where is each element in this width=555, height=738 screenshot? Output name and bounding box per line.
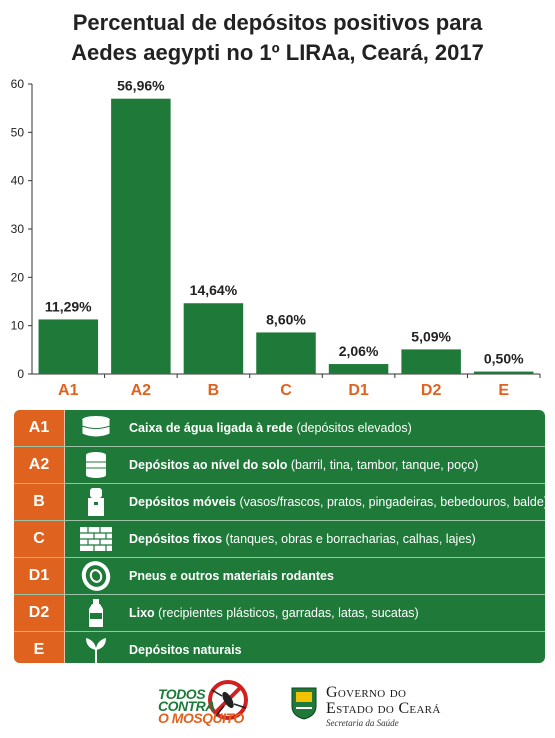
brick-wall-icon xyxy=(65,521,127,557)
legend-code: E xyxy=(14,632,65,663)
data-label: 2,06% xyxy=(339,343,379,359)
legend-code: B xyxy=(14,484,65,520)
barrel-icon xyxy=(65,447,127,483)
mosquito-icon xyxy=(208,680,248,720)
legend-text: Depósitos naturais xyxy=(127,643,242,658)
campaign-text: TODOS CONTRA O MOSQUITO xyxy=(158,686,244,726)
legend-table: A1 Caixa de água ligada à rede (depósitos… xyxy=(14,410,545,663)
legend-bold-text: Depósitos ao nível do solo xyxy=(129,457,288,472)
bar xyxy=(111,98,171,374)
legend-row: E Depósitos naturais xyxy=(14,632,545,663)
y-tick-label: 0 xyxy=(17,367,24,381)
legend-row: C Depósitos fixos (tanques, obras e borra… xyxy=(14,521,545,558)
campaign-logo: TODOS CONTRA O MOSQUITO xyxy=(150,678,260,736)
campaign-line-1: TODOS xyxy=(158,686,206,702)
legend-bold-text: Depósitos fixos xyxy=(129,531,223,546)
data-label: 56,96% xyxy=(117,78,165,94)
x-tick-label: C xyxy=(280,382,292,399)
chart-title-line-2: Aedes aegypti no 1º LIRAa, Ceará, 2017 xyxy=(71,40,484,65)
data-label: 14,64% xyxy=(190,282,238,298)
government-logo: Governo do Estado do Ceará Secretaria da… xyxy=(290,682,460,732)
legend-row: B Depósitos móveis (vasos/frascos, pratos… xyxy=(14,484,545,521)
legend-bold-text: Depósitos móveis xyxy=(129,494,236,509)
legend-code: D2 xyxy=(14,595,65,631)
y-tick-label: 20 xyxy=(11,270,25,284)
legend-text: Depósitos fixos (tanques, obras e borrac… xyxy=(127,532,476,547)
y-tick-label: 10 xyxy=(11,319,25,333)
gov-line-1: Governo do xyxy=(326,684,407,701)
legend-row: A2 Depósitos ao nível do solo (barril, ti… xyxy=(14,447,545,484)
chart-title-line-1: Percentual de depósitos positivos para xyxy=(72,10,483,35)
legend-detail-text: (vasos/frascos, pratos, pingadeiras, beb… xyxy=(235,494,545,509)
bar xyxy=(38,319,99,374)
bottle-icon xyxy=(65,595,127,631)
bar xyxy=(473,371,534,374)
legend-detail-text: (recipientes plásticos, garradas, latas,… xyxy=(154,605,419,620)
water-tank-icon xyxy=(65,410,127,446)
legend-detail-text: (barril, tina, tambor, tanque, poço) xyxy=(287,457,479,472)
bar-chart: 0 10 20 30 40 50 60 11,29% A1 56,96% A2 14,64% B 8,60… xyxy=(11,77,541,399)
water-cooler-icon xyxy=(65,484,127,520)
legend-text: Depósitos móveis (vasos/frascos, pratos,… xyxy=(127,495,545,510)
x-tick-label: D2 xyxy=(421,382,442,399)
gov-line-2: Estado do Ceará xyxy=(326,700,441,717)
data-label: 5,09% xyxy=(411,328,451,344)
bar xyxy=(401,349,461,374)
gov-line-3: Secretaria da Saúde xyxy=(326,718,399,728)
legend-text: Pneus e outros materiais rodantes xyxy=(127,569,334,584)
data-label: 11,29% xyxy=(45,298,92,314)
legend-bold-text: Depósitos naturais xyxy=(129,642,242,657)
legend-row: D2 Lixo (recipientes plásticos, garradas,… xyxy=(14,595,545,632)
y-tick-label: 50 xyxy=(11,125,25,139)
footer: TODOS CONTRA O MOSQUITO Governo do Estad… xyxy=(0,668,555,738)
legend-bold-text: Caixa de água ligada à rede xyxy=(129,420,293,435)
data-label: 8,60% xyxy=(266,311,306,327)
legend-detail-text: (tanques, obras e borracharias, calhas, … xyxy=(222,531,476,546)
legend-code: A1 xyxy=(14,410,65,446)
y-tick-label: 30 xyxy=(11,222,25,236)
tire-icon xyxy=(65,558,127,594)
legend-detail-text: (depósitos elevados) xyxy=(292,420,412,435)
campaign-line-2: CONTRA xyxy=(158,698,215,714)
legend-code: C xyxy=(14,521,65,557)
bar xyxy=(256,332,316,374)
legend-bold-text: Lixo xyxy=(129,605,155,620)
y-tick-label: 40 xyxy=(11,174,25,188)
legend-bold-text: Pneus e outros materiais rodantes xyxy=(129,568,334,583)
legend-code: D1 xyxy=(14,558,65,594)
data-label: 0,50% xyxy=(484,351,524,367)
legend-text: Lixo (recipientes plásticos, garradas, l… xyxy=(127,606,419,621)
x-tick-label: E xyxy=(498,382,509,399)
state-seal-icon xyxy=(291,687,317,720)
y-tick-label: 60 xyxy=(11,77,25,91)
legend-code: A2 xyxy=(14,447,65,483)
legend-row: D1 Pneus e outros materiais rodantes xyxy=(14,558,545,595)
legend-row: A1 Caixa de água ligada à rede (depósitos… xyxy=(14,410,545,447)
x-tick-label: B xyxy=(208,382,220,399)
plant-icon xyxy=(65,632,127,663)
legend-text: Depósitos ao nível do solo (barril, tina… xyxy=(127,458,478,473)
campaign-line-3: O MOSQUITO xyxy=(158,710,244,726)
legend-text: Caixa de água ligada à rede (depósitos e… xyxy=(127,421,412,436)
x-tick-label: A1 xyxy=(58,382,79,399)
x-tick-label: D1 xyxy=(348,382,369,399)
bar xyxy=(183,303,244,374)
bar xyxy=(328,364,389,374)
chart-title: Percentual de depósitos positivos para A… xyxy=(0,8,555,68)
x-tick-label: A2 xyxy=(131,382,152,399)
